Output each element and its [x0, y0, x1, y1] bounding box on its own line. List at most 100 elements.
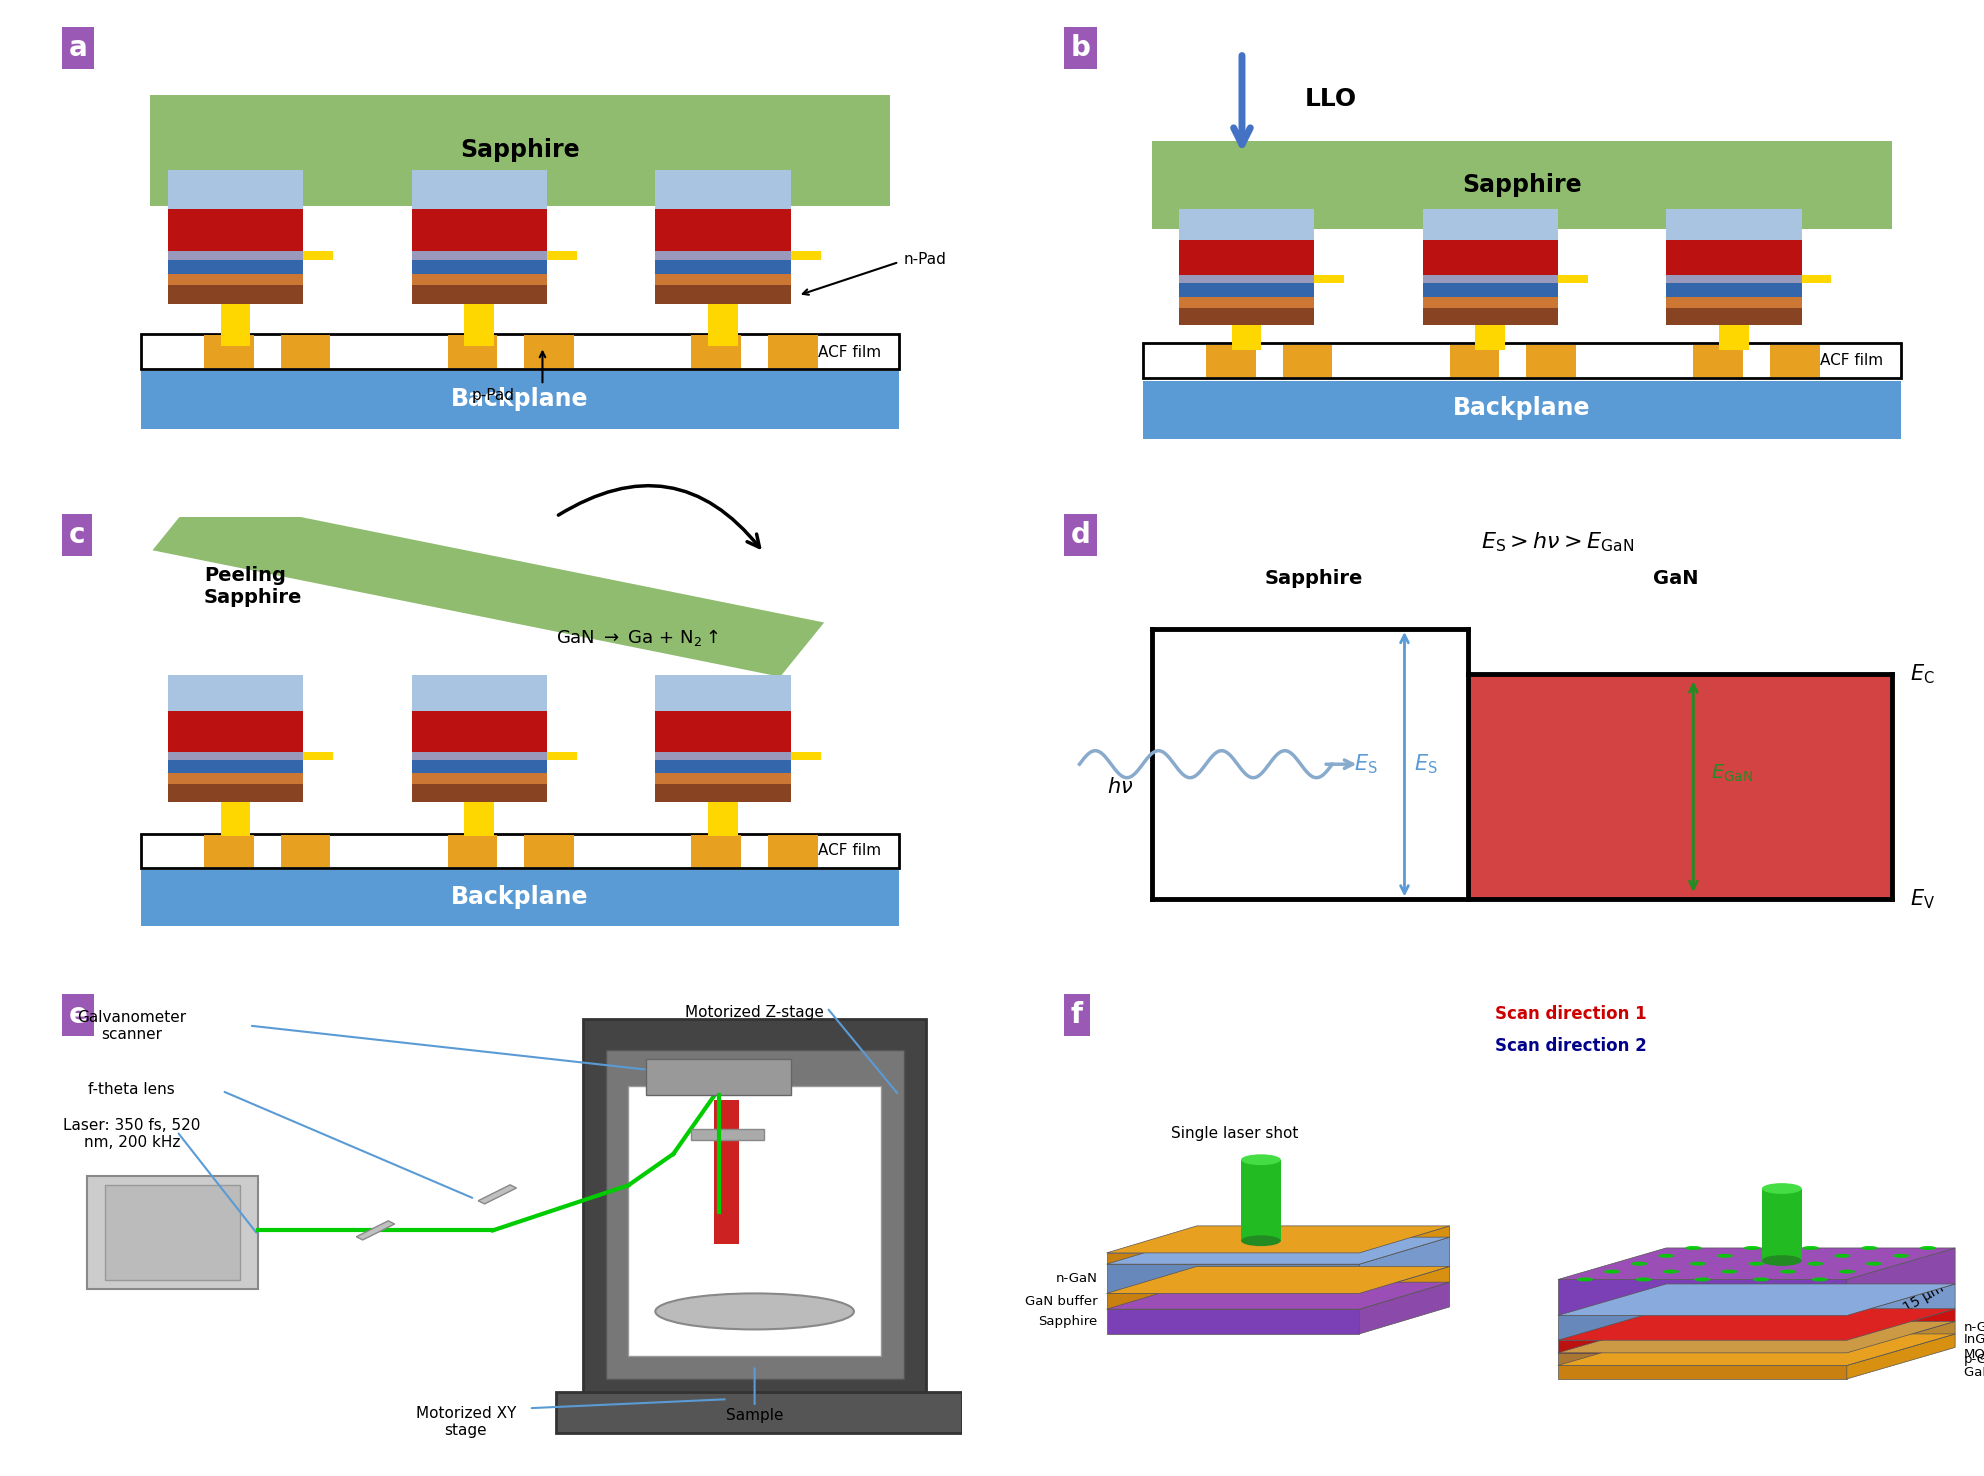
Bar — [655, 773, 792, 784]
Bar — [1694, 345, 1744, 378]
Ellipse shape — [1893, 1253, 1909, 1258]
Bar — [169, 711, 304, 751]
Bar — [1282, 345, 1333, 378]
Polygon shape — [1847, 1247, 1954, 1315]
Text: InGaN/GaN
MQWs: InGaN/GaN MQWs — [1964, 1333, 1984, 1361]
Ellipse shape — [1807, 1262, 1823, 1266]
Bar — [1423, 239, 1557, 275]
Text: Backplane: Backplane — [1452, 397, 1591, 421]
Bar — [1151, 142, 1893, 229]
Text: n-GaN: n-GaN — [1964, 1321, 1984, 1334]
Bar — [151, 94, 891, 207]
Bar — [708, 803, 738, 837]
Polygon shape — [1107, 1237, 1450, 1263]
FancyBboxPatch shape — [87, 1176, 258, 1289]
Ellipse shape — [1833, 1253, 1851, 1258]
Bar — [655, 760, 792, 773]
Polygon shape — [1359, 1266, 1450, 1309]
Bar — [1313, 275, 1343, 283]
Polygon shape — [1107, 1283, 1450, 1309]
Text: GaN $\rightarrow$ Ga + N$_2$$\uparrow$: GaN $\rightarrow$ Ga + N$_2$$\uparrow$ — [556, 627, 718, 648]
Bar — [1667, 275, 1801, 283]
Text: ACF film: ACF film — [817, 345, 881, 360]
Bar — [690, 335, 742, 368]
Text: Scan direction 2: Scan direction 2 — [1494, 1036, 1647, 1055]
FancyBboxPatch shape — [583, 1018, 927, 1402]
Bar — [1718, 325, 1748, 350]
Bar — [464, 304, 494, 345]
Polygon shape — [1847, 1284, 1954, 1340]
Bar — [1232, 325, 1262, 350]
Ellipse shape — [1242, 1154, 1282, 1165]
Bar — [1450, 345, 1500, 378]
Bar — [655, 711, 792, 751]
Bar — [1667, 283, 1801, 297]
Bar — [141, 869, 899, 927]
Text: n-GaN: n-GaN — [1055, 1272, 1097, 1286]
Bar — [411, 760, 548, 773]
Bar — [169, 784, 304, 803]
Bar — [655, 273, 792, 285]
Ellipse shape — [1635, 1277, 1653, 1281]
Bar — [1143, 381, 1901, 438]
Polygon shape — [1557, 1309, 1954, 1340]
Bar — [411, 210, 548, 251]
Bar — [1526, 345, 1575, 378]
Text: $E_\mathrm{S} > h\nu > E_\mathrm{GaN}$: $E_\mathrm{S} > h\nu > E_\mathrm{GaN}$ — [1482, 530, 1635, 554]
Polygon shape — [1557, 1280, 1847, 1315]
Bar — [1178, 297, 1313, 308]
Bar — [1423, 308, 1557, 325]
Ellipse shape — [1803, 1246, 1819, 1250]
Bar — [1206, 345, 1256, 378]
Text: ACF film: ACF film — [1819, 353, 1883, 368]
Bar — [1476, 325, 1506, 350]
Text: $E_\mathrm{S}$: $E_\mathrm{S}$ — [1353, 753, 1377, 776]
Bar — [204, 335, 254, 368]
Text: c: c — [69, 521, 85, 549]
Polygon shape — [1557, 1340, 1847, 1353]
Bar — [1423, 297, 1557, 308]
Text: Backplane: Backplane — [450, 387, 589, 412]
Bar — [304, 251, 333, 260]
Bar — [792, 251, 821, 260]
Bar — [1770, 345, 1819, 378]
Ellipse shape — [1631, 1262, 1647, 1266]
Polygon shape — [1107, 1293, 1359, 1309]
Ellipse shape — [1754, 1277, 1770, 1281]
Bar — [1667, 239, 1801, 275]
Bar — [655, 260, 792, 273]
Text: Sapphire: Sapphire — [1817, 1258, 1877, 1271]
Text: Laser: 350 fs, 520
nm, 200 kHz: Laser: 350 fs, 520 nm, 200 kHz — [63, 1117, 200, 1150]
FancyBboxPatch shape — [605, 1051, 903, 1379]
Bar — [169, 210, 304, 251]
FancyBboxPatch shape — [105, 1185, 240, 1280]
Polygon shape — [1107, 1309, 1359, 1334]
Bar — [768, 835, 817, 866]
Bar — [141, 372, 899, 430]
Text: GaN: GaN — [1653, 570, 1698, 587]
FancyBboxPatch shape — [629, 1086, 881, 1356]
Bar — [1762, 1188, 1801, 1261]
Bar — [524, 835, 573, 866]
Bar — [690, 835, 742, 866]
Text: Sapphire: Sapphire — [1038, 1315, 1097, 1328]
Bar — [1667, 210, 1801, 239]
Bar — [655, 675, 792, 711]
Bar — [655, 210, 792, 251]
Bar — [768, 335, 817, 368]
Bar — [169, 773, 304, 784]
Text: Single laser shot: Single laser shot — [1171, 1126, 1298, 1141]
Ellipse shape — [1865, 1262, 1883, 1266]
Bar — [411, 711, 548, 751]
Polygon shape — [1847, 1321, 1954, 1365]
Text: n-Pad: n-Pad — [903, 252, 946, 267]
FancyBboxPatch shape — [647, 1060, 792, 1095]
Text: Peeling
Sapphire: Peeling Sapphire — [204, 567, 302, 607]
Bar — [1178, 239, 1313, 275]
Bar — [204, 835, 254, 866]
Ellipse shape — [1690, 1262, 1706, 1266]
Bar — [714, 1100, 740, 1244]
Bar — [690, 1129, 764, 1141]
Bar — [1178, 308, 1313, 325]
Ellipse shape — [1694, 1277, 1710, 1281]
